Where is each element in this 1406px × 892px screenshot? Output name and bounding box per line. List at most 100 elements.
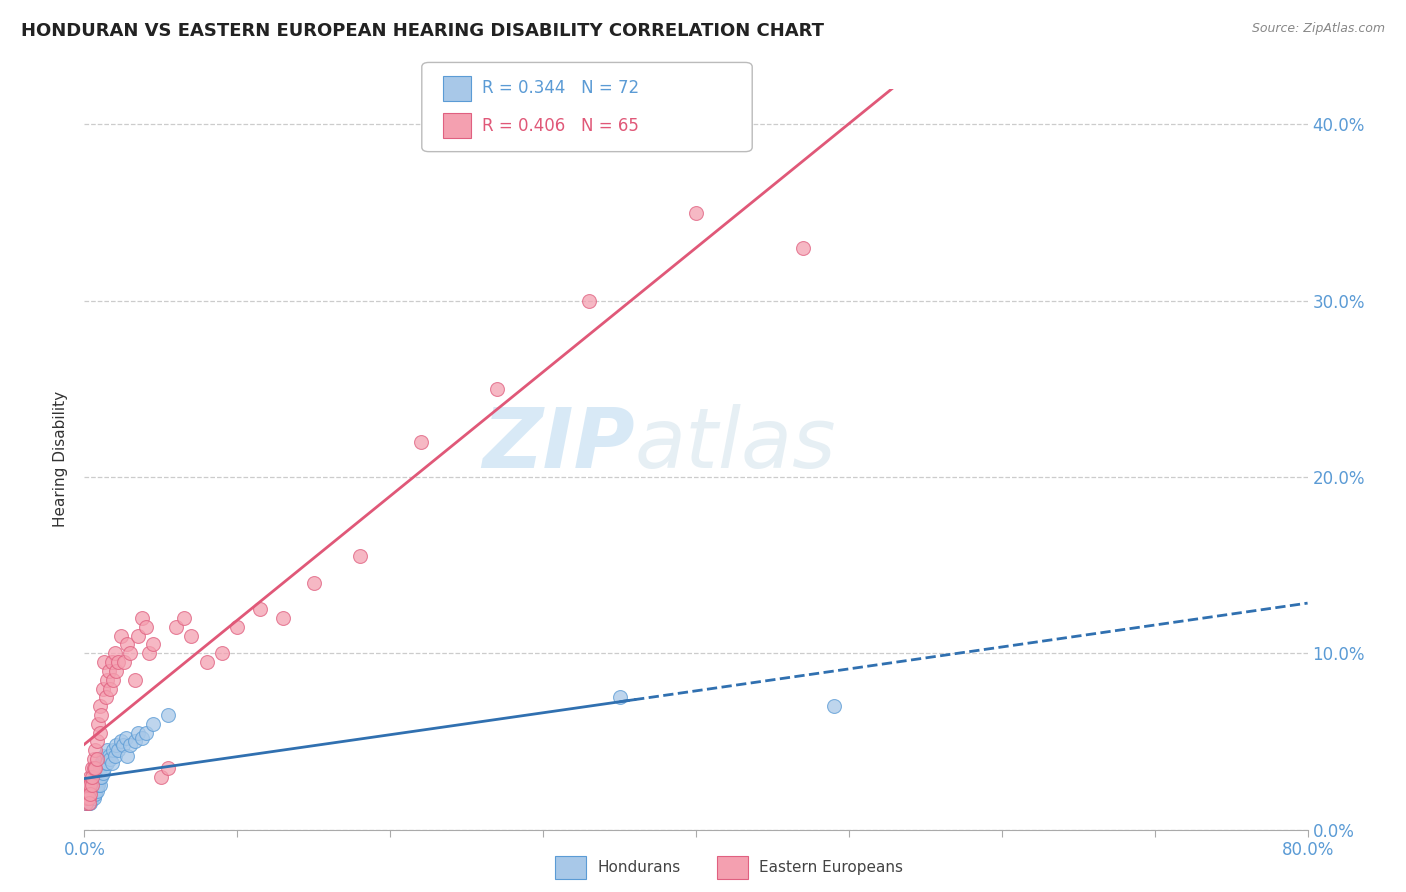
Point bbox=[83, 779, 105, 793]
Point bbox=[97, 748, 120, 763]
Text: Hondurans: Hondurans bbox=[598, 860, 681, 875]
Point bbox=[75, 784, 97, 798]
Point bbox=[91, 766, 114, 780]
Point bbox=[77, 790, 100, 805]
Point bbox=[96, 756, 118, 770]
Point bbox=[96, 743, 118, 757]
Point bbox=[84, 779, 107, 793]
Point bbox=[86, 770, 108, 784]
Point bbox=[271, 611, 294, 625]
Point bbox=[349, 549, 371, 564]
Point bbox=[685, 205, 707, 219]
Point bbox=[90, 756, 112, 770]
Point bbox=[83, 784, 105, 798]
Point bbox=[105, 664, 128, 678]
Point bbox=[105, 738, 128, 752]
Point bbox=[86, 784, 108, 798]
Text: R = 0.344   N = 72: R = 0.344 N = 72 bbox=[482, 79, 640, 97]
Point bbox=[90, 770, 112, 784]
Point bbox=[76, 787, 98, 801]
Point bbox=[249, 602, 271, 616]
Point bbox=[75, 779, 97, 793]
Point bbox=[90, 708, 112, 723]
Point bbox=[97, 664, 120, 678]
Point bbox=[124, 673, 146, 687]
Point bbox=[75, 790, 97, 805]
Point bbox=[104, 748, 127, 763]
Text: atlas: atlas bbox=[636, 404, 837, 485]
Point bbox=[112, 655, 135, 669]
Point bbox=[127, 629, 149, 643]
Point bbox=[87, 773, 110, 788]
Point bbox=[115, 748, 138, 763]
Point bbox=[75, 790, 97, 805]
Point bbox=[80, 761, 103, 775]
Point bbox=[86, 752, 108, 766]
Point bbox=[89, 725, 111, 739]
Point bbox=[115, 637, 138, 651]
Point bbox=[111, 738, 134, 752]
Point bbox=[84, 773, 107, 788]
Point bbox=[84, 787, 107, 801]
Point bbox=[91, 681, 114, 696]
Point bbox=[180, 629, 202, 643]
Point bbox=[165, 620, 187, 634]
Point bbox=[77, 784, 100, 798]
Point bbox=[101, 655, 124, 669]
Text: ZIP: ZIP bbox=[482, 404, 636, 485]
Text: Source: ZipAtlas.com: Source: ZipAtlas.com bbox=[1251, 22, 1385, 36]
Point bbox=[77, 779, 100, 793]
Point bbox=[75, 784, 97, 798]
Point bbox=[94, 690, 117, 705]
Text: HONDURAN VS EASTERN EUROPEAN HEARING DISABILITY CORRELATION CHART: HONDURAN VS EASTERN EUROPEAN HEARING DIS… bbox=[21, 22, 824, 40]
Point bbox=[79, 784, 101, 798]
Point bbox=[76, 790, 98, 805]
Point bbox=[83, 752, 105, 766]
Point bbox=[195, 655, 218, 669]
Point bbox=[114, 731, 136, 745]
Point bbox=[75, 796, 97, 810]
Point bbox=[98, 752, 121, 766]
Point bbox=[77, 796, 100, 810]
Point bbox=[107, 655, 129, 669]
Point bbox=[98, 681, 121, 696]
Point bbox=[157, 761, 180, 775]
Point bbox=[83, 790, 105, 805]
Point bbox=[79, 779, 101, 793]
Point bbox=[409, 434, 432, 449]
Point bbox=[76, 796, 98, 810]
Point bbox=[75, 796, 97, 810]
Point bbox=[110, 734, 132, 748]
Point bbox=[76, 787, 98, 801]
Point bbox=[578, 293, 600, 308]
Point bbox=[77, 790, 100, 805]
Y-axis label: Hearing Disability: Hearing Disability bbox=[53, 392, 69, 527]
Point bbox=[79, 796, 101, 810]
Point bbox=[149, 770, 172, 784]
Point bbox=[79, 779, 101, 793]
Point bbox=[77, 787, 100, 801]
Point bbox=[76, 796, 98, 810]
Point bbox=[83, 761, 105, 775]
Point bbox=[89, 761, 111, 775]
Point bbox=[93, 655, 115, 669]
Point bbox=[135, 725, 157, 739]
Point bbox=[110, 629, 132, 643]
Point bbox=[76, 790, 98, 805]
Point bbox=[80, 787, 103, 801]
Point bbox=[80, 784, 103, 798]
Point bbox=[127, 725, 149, 739]
Point bbox=[93, 748, 115, 763]
Point bbox=[142, 716, 165, 731]
Point bbox=[87, 779, 110, 793]
Point bbox=[823, 699, 845, 714]
Point bbox=[76, 787, 98, 801]
Point bbox=[84, 784, 107, 798]
Point bbox=[80, 770, 103, 784]
Point bbox=[86, 779, 108, 793]
Point bbox=[120, 646, 142, 660]
Point bbox=[84, 761, 107, 775]
Point bbox=[211, 646, 233, 660]
Point bbox=[77, 784, 100, 798]
Point bbox=[93, 761, 115, 775]
